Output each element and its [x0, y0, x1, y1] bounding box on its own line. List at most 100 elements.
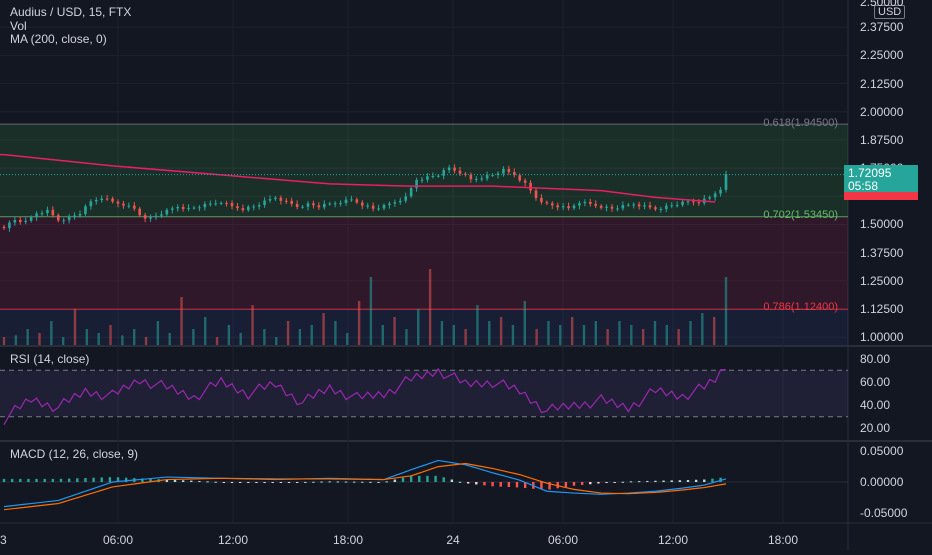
volume-bar — [310, 325, 313, 345]
volume-bar — [263, 329, 266, 345]
candle-body — [371, 205, 375, 209]
macd-histogram-bar — [124, 477, 128, 482]
macd-histogram-bar — [515, 482, 519, 488]
macd-histogram-bar — [328, 481, 331, 483]
fib-level-0618-label: 0.618(1.94500) — [763, 117, 838, 130]
rsi-tick-label: 20.00 — [860, 421, 891, 436]
macd-histogram-bar — [564, 482, 568, 487]
volume-bar — [689, 321, 692, 345]
rsi-legend[interactable]: RSI (14, close) — [10, 352, 90, 366]
volume-bar — [499, 317, 503, 345]
candle-body — [643, 205, 646, 207]
current-price-value: 1.72095 — [848, 166, 892, 180]
volume-legend[interactable]: Vol — [10, 19, 27, 33]
candle-body — [545, 202, 549, 204]
volume-bar — [606, 329, 609, 345]
volume-bar — [14, 335, 18, 345]
volume-bar — [109, 325, 112, 345]
main-legend-title[interactable]: Audius / USD, 15, FTX — [10, 5, 132, 19]
volume-bar — [251, 305, 254, 345]
candle-body — [24, 220, 28, 222]
macd-histogram-bar — [67, 478, 71, 482]
candle-body — [512, 172, 516, 176]
macd-legend[interactable]: MACD (12, 26, close, 9) — [10, 447, 139, 461]
candle-body — [187, 207, 190, 209]
macd-histogram-bar — [711, 478, 714, 482]
candle-body — [398, 200, 402, 203]
bar-countdown: 05:58 — [848, 179, 879, 193]
ma-legend[interactable]: MA (200, close, 0) — [10, 32, 107, 46]
macd-histogram-bar — [43, 478, 46, 482]
candle-body — [127, 205, 131, 207]
macd-histogram-bar — [670, 480, 673, 482]
volume-bar — [476, 305, 479, 345]
macd-histogram-bar — [540, 482, 543, 490]
candle-body — [393, 202, 397, 204]
volume-bar — [393, 317, 396, 345]
fib-level-value: 1.12400 — [794, 301, 835, 314]
volume-bar — [677, 329, 680, 345]
currency-badge[interactable]: USD — [874, 5, 906, 19]
candle-body — [154, 215, 158, 218]
candle-body — [149, 217, 152, 219]
macd-histogram-bar — [450, 479, 454, 482]
macd-histogram-bar — [613, 482, 616, 483]
volume-bar — [440, 321, 444, 345]
macd-histogram-bar — [320, 481, 323, 483]
macd-histogram-bar — [491, 482, 494, 487]
candle-body — [246, 206, 250, 211]
macd-histogram-bar — [247, 482, 250, 483]
macd-histogram-bar — [646, 480, 649, 482]
fib-level-value: 1.53450 — [794, 208, 835, 221]
fib-zone-0618-0702 — [0, 124, 848, 217]
volume-bar — [488, 321, 491, 345]
candle-body — [654, 207, 657, 210]
volume-bar — [535, 329, 538, 345]
macd-histogram-bar — [19, 478, 22, 482]
macd-histogram-bar — [686, 480, 690, 482]
candle-body — [230, 203, 234, 207]
macd-tick-label: 0.00000 — [860, 475, 904, 489]
candle-body — [181, 207, 185, 209]
macd-histogram-bar — [100, 477, 103, 482]
macd-histogram-bar — [426, 475, 429, 482]
candle-body — [192, 207, 196, 209]
macd-histogram-bar — [344, 481, 348, 483]
candle-body — [724, 174, 728, 190]
candle-body — [648, 205, 652, 208]
candle-body — [301, 206, 304, 208]
candle-body — [534, 190, 538, 198]
current-price-tag: 1.72095 05:58 — [844, 165, 918, 195]
macd-histogram-bar — [605, 482, 608, 483]
volume-bar — [701, 313, 704, 345]
candle-body — [518, 175, 522, 181]
macd-histogram-bar — [271, 482, 274, 483]
macd-histogram-bar — [597, 482, 600, 484]
macd-histogram-bar — [27, 478, 30, 482]
volume-bar — [570, 317, 574, 345]
volume-bar — [582, 325, 586, 345]
candle-body — [176, 207, 180, 209]
candle-body — [502, 168, 505, 174]
candle-body — [561, 206, 565, 208]
volume-bar — [26, 329, 29, 345]
volume-bar — [618, 321, 621, 345]
macd-histogram-bar — [51, 478, 55, 482]
volume-bar — [405, 329, 408, 345]
candle-body — [51, 209, 55, 216]
price-tick-label: 2.12500 — [860, 76, 904, 91]
price-tick-label: 1.25000 — [860, 273, 904, 288]
volume-bar — [381, 325, 384, 345]
candle-body — [366, 205, 370, 207]
candle-body — [225, 203, 228, 205]
macd-histogram-bar — [377, 481, 380, 483]
candle-body — [583, 201, 587, 204]
volume-bar — [334, 321, 337, 345]
macd-histogram-bar — [393, 479, 397, 482]
volume-bar — [144, 337, 148, 345]
macd-histogram-bar — [336, 481, 340, 483]
volume-bar — [239, 333, 242, 345]
volume-bar — [428, 269, 432, 345]
